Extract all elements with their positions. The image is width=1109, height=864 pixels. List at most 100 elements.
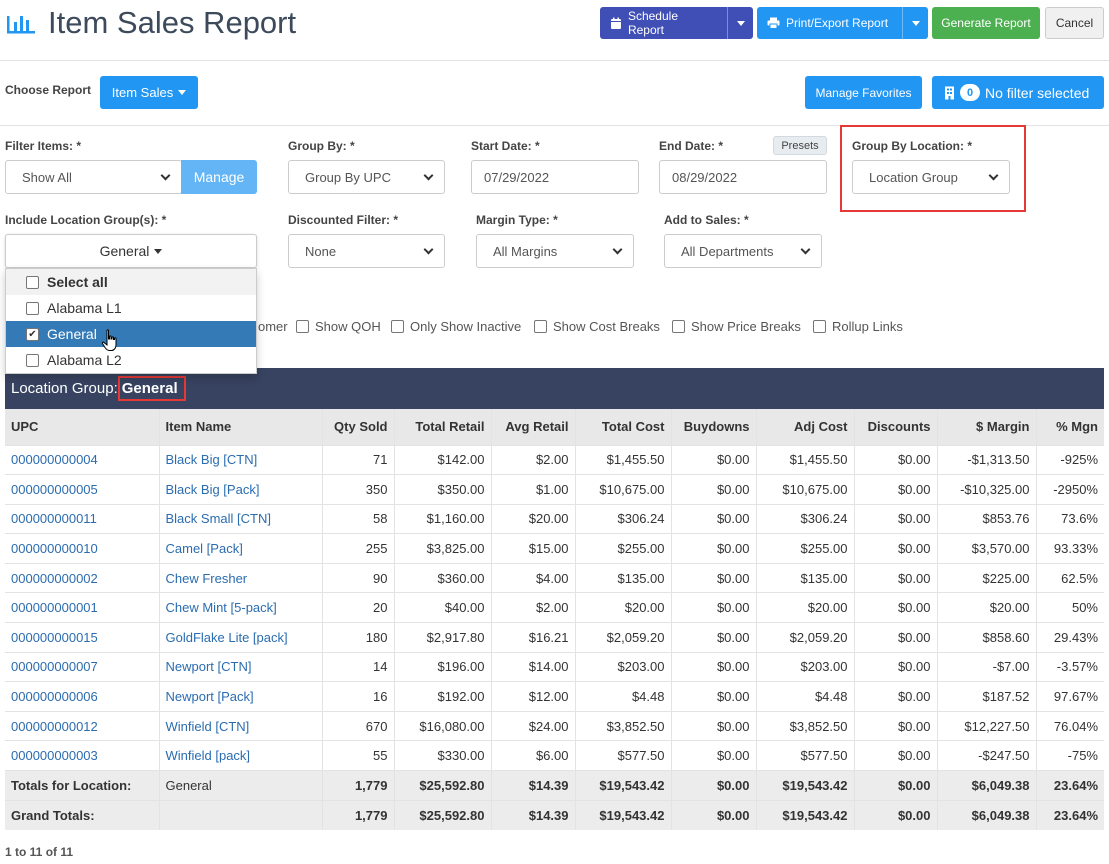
- checkbox-icon[interactable]: [26, 301, 39, 315]
- column-header[interactable]: Total Retail: [393, 409, 491, 445]
- column-header[interactable]: Buydowns: [670, 409, 756, 445]
- filter-status-label: No filter selected: [985, 84, 1090, 101]
- chevron-down-icon: [612, 244, 623, 254]
- upc-link[interactable]: 000000000002: [5, 562, 159, 593]
- checkbox-icon[interactable]: [391, 320, 404, 333]
- start-date-input[interactable]: 07/29/2022: [471, 160, 639, 194]
- checkbox-icon[interactable]: [296, 320, 309, 333]
- chevron-down-icon: [423, 244, 434, 254]
- upc-link[interactable]: 000000000003: [5, 740, 159, 771]
- checkbox-icon[interactable]: [534, 320, 547, 333]
- upc-link[interactable]: 000000000015: [5, 622, 159, 653]
- select-all-option[interactable]: Select all: [6, 269, 256, 295]
- item-name-link[interactable]: Black Big [CTN]: [158, 444, 322, 475]
- show-cost-breaks-checkbox[interactable]: Show Cost Breaks: [534, 319, 660, 334]
- pagination-summary: 1 to 11 of 11: [5, 845, 74, 859]
- column-header[interactable]: Item Name: [158, 409, 322, 445]
- item-name-link[interactable]: Newport [Pack]: [158, 681, 322, 712]
- location-group-value: General: [121, 380, 178, 397]
- upc-link[interactable]: 000000000005: [5, 474, 159, 505]
- table-cell: $196.00: [393, 651, 491, 682]
- rollup-links-checkbox[interactable]: Rollup Links: [813, 319, 903, 334]
- column-header[interactable]: Adj Cost: [755, 409, 854, 445]
- chevron-down-icon: [800, 244, 811, 254]
- table-cell: $330.00: [393, 740, 491, 771]
- item-name-link[interactable]: Winfield [CTN]: [158, 710, 322, 741]
- report-type-dropdown[interactable]: Item Sales: [100, 76, 198, 109]
- upc-link[interactable]: 000000000011: [5, 503, 159, 534]
- filter-status-button[interactable]: 0 No filter selected: [932, 76, 1104, 109]
- checkbox-icon[interactable]: [26, 275, 39, 289]
- table-cell: $0.00: [853, 562, 937, 593]
- table-cell: [158, 799, 322, 830]
- item-name-link[interactable]: Chew Fresher: [158, 562, 322, 593]
- location-option-alabama-l2[interactable]: Alabama L2: [6, 347, 256, 373]
- manage-favorites-button[interactable]: Manage Favorites: [805, 76, 922, 109]
- totals-row: Totals for Location: General 1,779 $25,592.…: [5, 770, 1104, 801]
- show-price-breaks-checkbox[interactable]: Show Price Breaks: [672, 319, 801, 334]
- discounted-filter-value: None: [305, 243, 337, 259]
- upc-link[interactable]: 000000000001: [5, 592, 159, 623]
- end-date-input[interactable]: 08/29/2022: [659, 160, 827, 194]
- table-row: 000000000006 Newport [Pack] 16 $192.00 $12.0…: [5, 681, 1104, 712]
- upc-link[interactable]: 000000000012: [5, 710, 159, 741]
- manage-button[interactable]: Manage: [181, 160, 257, 194]
- table-cell: 350: [321, 474, 394, 505]
- table-cell: -3.57%: [1035, 651, 1104, 682]
- location-option-general[interactable]: ✔ General: [6, 321, 256, 347]
- column-header[interactable]: Discounts: [853, 409, 937, 445]
- checkbox-partial[interactable]: omer: [258, 319, 288, 334]
- table-cell: $142.00: [393, 444, 491, 475]
- location-option-alabama-l1[interactable]: Alabama L1: [6, 295, 256, 321]
- checkbox-icon[interactable]: [672, 320, 685, 333]
- presets-button[interactable]: Presets: [773, 136, 827, 155]
- add-to-sales-select[interactable]: All Departments: [664, 234, 822, 268]
- item-name-link[interactable]: GoldFlake Lite [pack]: [158, 622, 322, 653]
- show-cost-breaks-label: Show Cost Breaks: [553, 319, 660, 334]
- table-cell: $4.48: [755, 681, 854, 712]
- discounted-filter-select[interactable]: None: [288, 234, 445, 268]
- add-to-sales-label: Add to Sales: *: [664, 213, 749, 227]
- table-cell: 55: [321, 740, 394, 771]
- table-cell: 90: [321, 562, 394, 593]
- column-header[interactable]: UPC: [5, 409, 159, 445]
- column-header[interactable]: $ Margin: [936, 409, 1036, 445]
- location-group-dropdown[interactable]: General: [5, 234, 257, 268]
- table-cell: 58: [321, 503, 394, 534]
- filter-items-select[interactable]: Show All: [5, 160, 182, 194]
- checkbox-icon[interactable]: [26, 353, 39, 367]
- only-show-inactive-checkbox[interactable]: Only Show Inactive: [391, 319, 521, 334]
- table-cell: $3,852.50: [755, 710, 854, 741]
- schedule-report-button[interactable]: Schedule Report: [600, 7, 753, 39]
- group-by-location-select[interactable]: Location Group: [852, 160, 1010, 194]
- show-qoh-checkbox[interactable]: Show QOH: [296, 319, 381, 334]
- print-export-button[interactable]: Print/Export Report: [757, 7, 928, 39]
- table-cell: $25,592.80: [393, 770, 491, 801]
- calendar-icon: [610, 17, 621, 29]
- item-name-link[interactable]: Camel [Pack]: [158, 533, 322, 564]
- item-name-link[interactable]: Black Big [Pack]: [158, 474, 322, 505]
- generate-report-button[interactable]: Generate Report: [932, 7, 1040, 39]
- checkbox-icon[interactable]: [813, 320, 826, 333]
- group-by-select[interactable]: Group By UPC: [288, 160, 445, 194]
- column-header[interactable]: % Mgn: [1035, 409, 1104, 445]
- print-caret[interactable]: [902, 7, 928, 39]
- column-header[interactable]: Total Cost: [574, 409, 671, 445]
- checkbox-checked-icon[interactable]: ✔: [26, 327, 39, 341]
- item-name-link[interactable]: Winfield [pack]: [158, 740, 322, 771]
- upc-link[interactable]: 000000000010: [5, 533, 159, 564]
- item-name-link[interactable]: Black Small [CTN]: [158, 503, 322, 534]
- margin-type-select[interactable]: All Margins: [476, 234, 634, 268]
- table-cell: $20.00: [936, 592, 1036, 623]
- cancel-button[interactable]: Cancel: [1045, 7, 1104, 39]
- schedule-caret[interactable]: [727, 7, 753, 39]
- item-name-link[interactable]: Chew Mint [5-pack]: [158, 592, 322, 623]
- upc-link[interactable]: 000000000007: [5, 651, 159, 682]
- table-row: 000000000002 Chew Fresher 90 $360.00 $4.00 $1…: [5, 562, 1104, 593]
- item-name-link[interactable]: Newport [CTN]: [158, 651, 322, 682]
- table-header-row: UPC Item Name Qty Sold Total Retail Avg …: [5, 409, 1104, 445]
- upc-link[interactable]: 000000000006: [5, 681, 159, 712]
- column-header[interactable]: Qty Sold: [321, 409, 394, 445]
- upc-link[interactable]: 000000000004: [5, 444, 159, 475]
- column-header[interactable]: Avg Retail: [490, 409, 575, 445]
